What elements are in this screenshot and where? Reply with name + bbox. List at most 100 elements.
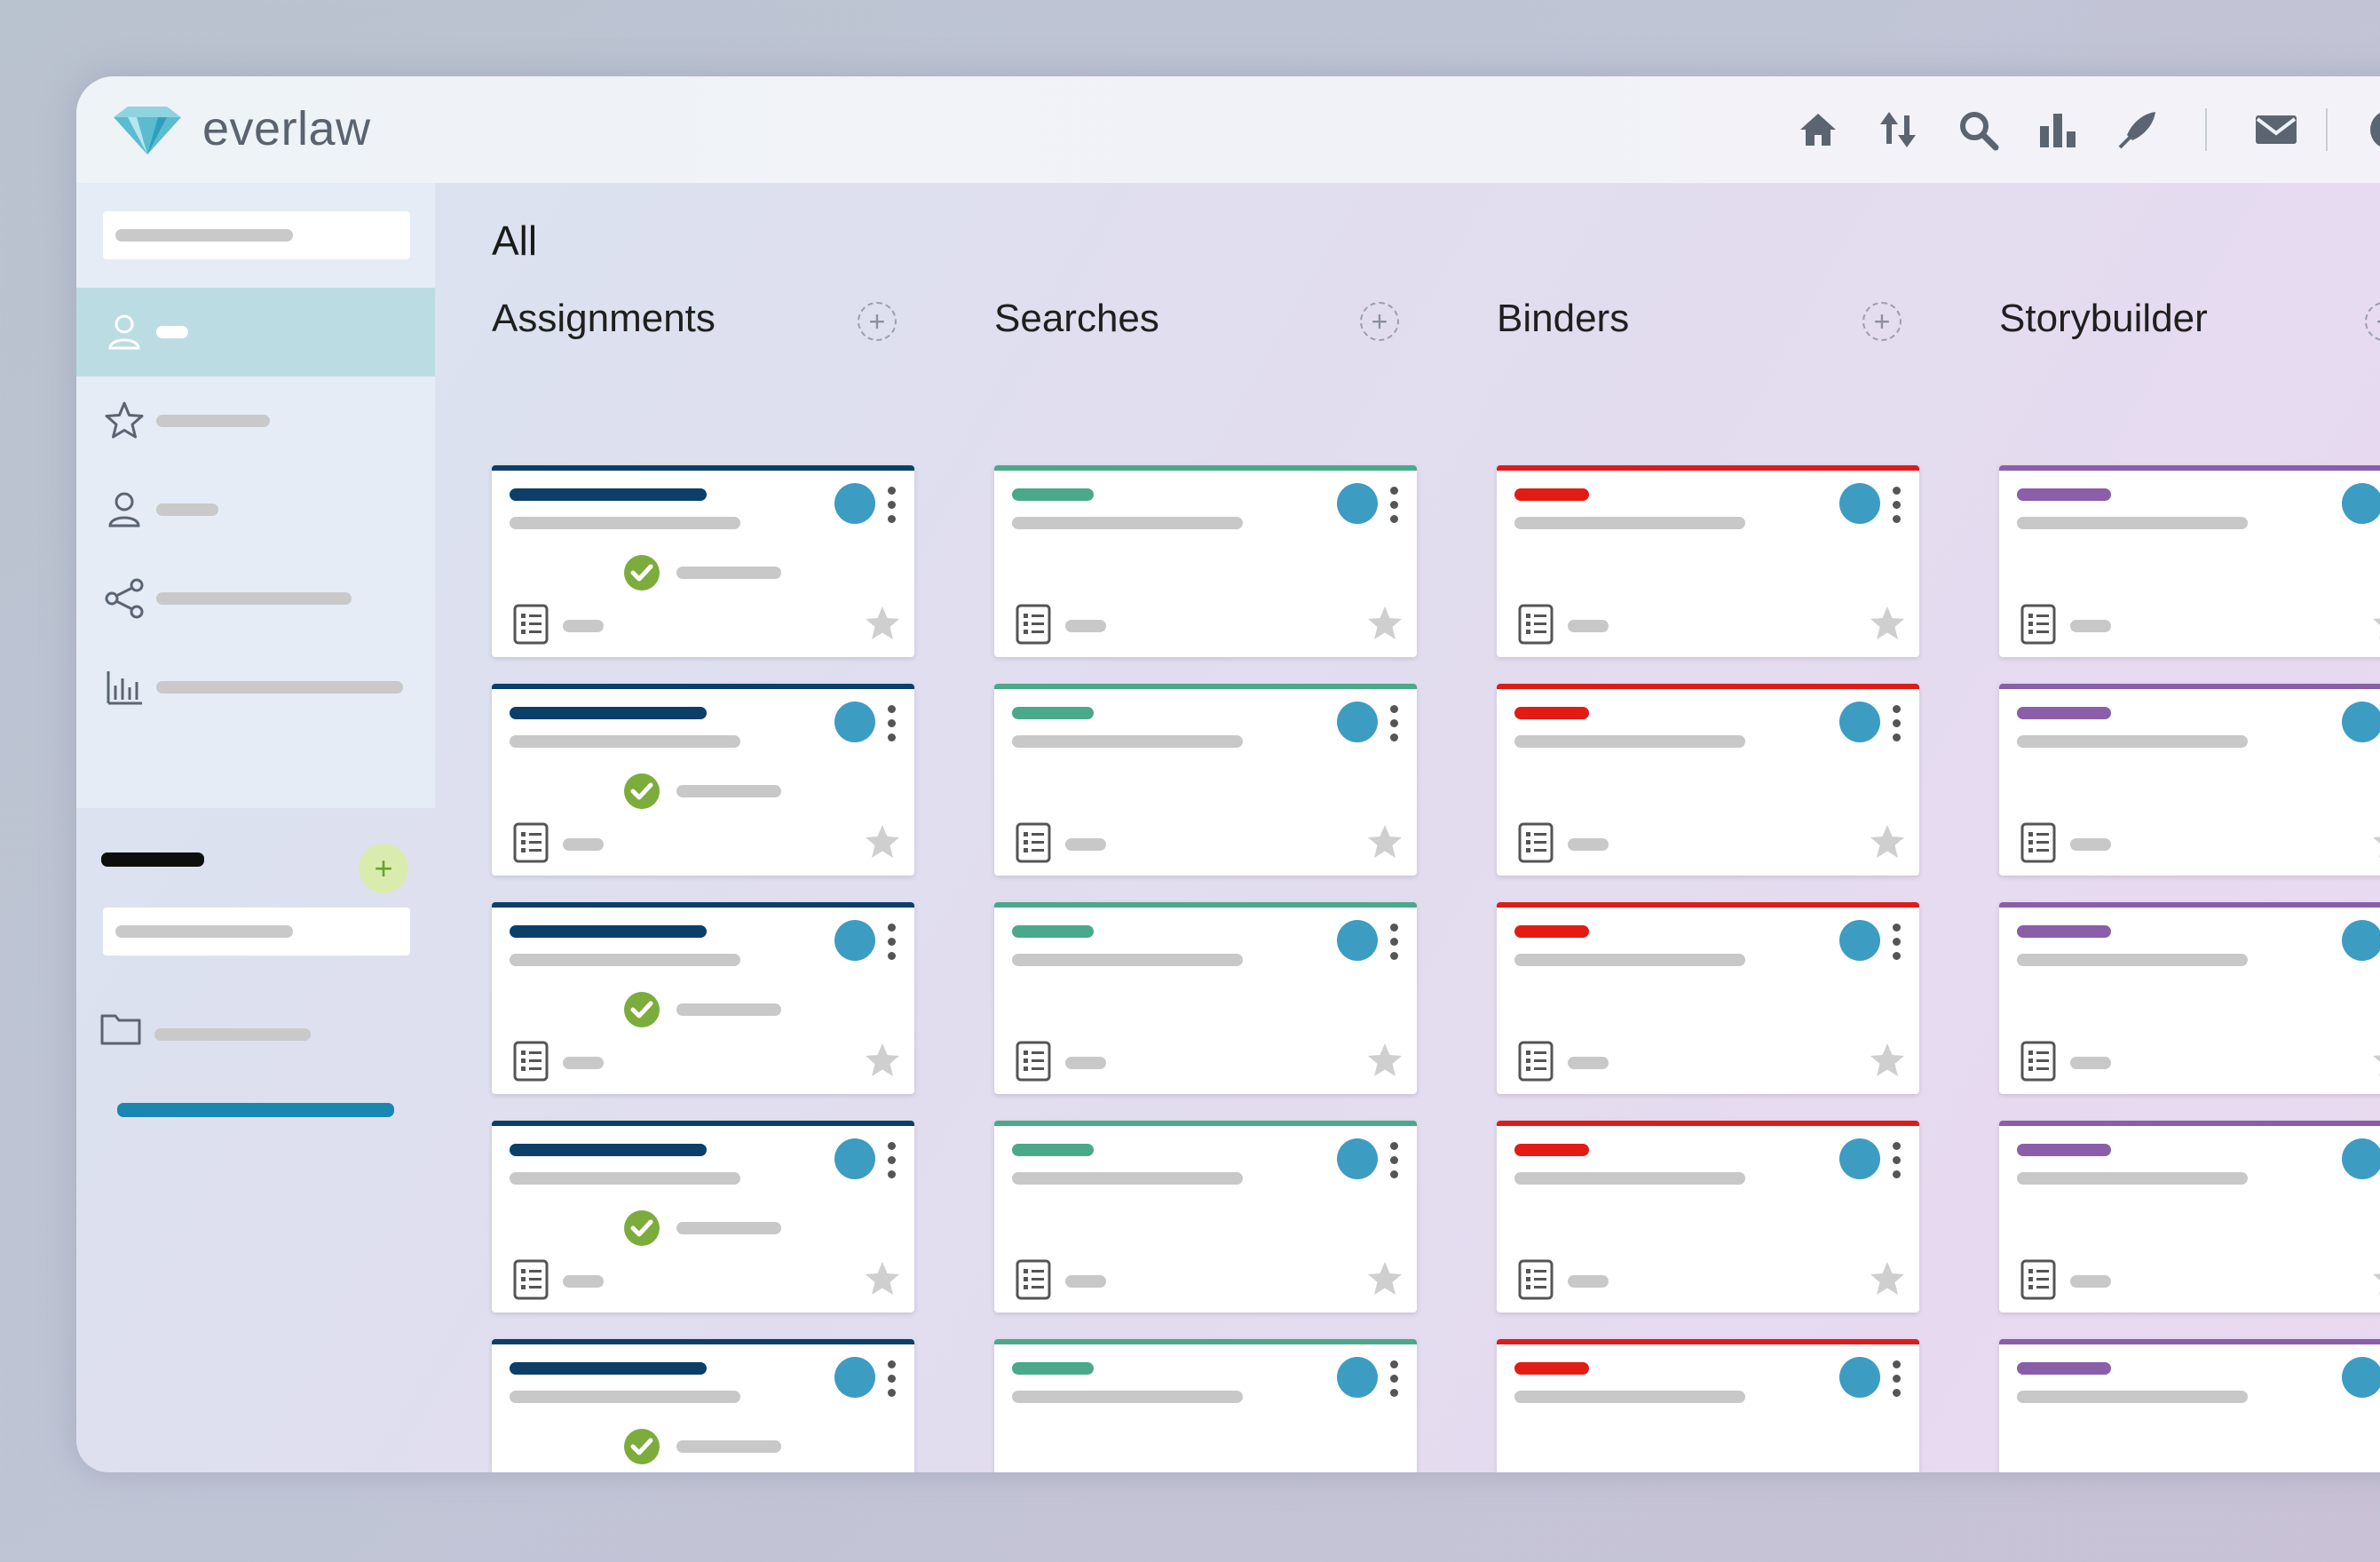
card[interactable]	[1999, 902, 2380, 1094]
sidebar-search-input[interactable]	[103, 211, 410, 259]
add-column-item-button[interactable]: +	[1360, 302, 1399, 341]
card[interactable]	[1497, 902, 1919, 1094]
card[interactable]	[1497, 1339, 1919, 1472]
card-title[interactable]	[1012, 488, 1094, 501]
add-column-item-button[interactable]: +	[2365, 302, 2380, 341]
card[interactable]	[1999, 1121, 2380, 1312]
add-column-item-button[interactable]: +	[1862, 302, 1902, 341]
sidebar-item-favorites[interactable]	[76, 377, 435, 465]
card[interactable]	[994, 902, 1417, 1094]
more-options-icon[interactable]	[1390, 1360, 1399, 1399]
star-icon[interactable]	[1365, 1041, 1404, 1080]
owner-avatar[interactable]	[1839, 920, 1880, 961]
card[interactable]	[1497, 684, 1919, 876]
star-icon[interactable]	[1365, 604, 1404, 643]
more-options-icon[interactable]	[888, 924, 897, 963]
star-icon[interactable]	[1365, 1259, 1404, 1298]
help-icon[interactable]: ?	[2363, 103, 2380, 156]
sidebar-item-owned[interactable]	[76, 465, 435, 554]
sidebar-item-reports[interactable]	[76, 643, 435, 732]
star-icon[interactable]	[2370, 1041, 2380, 1080]
search-icon[interactable]	[1951, 103, 2004, 156]
card[interactable]	[994, 465, 1417, 657]
everlaw-logo-icon[interactable]	[110, 105, 185, 156]
more-options-icon[interactable]	[1893, 1142, 1902, 1181]
card-title[interactable]	[2017, 1362, 2111, 1375]
more-options-icon[interactable]	[888, 1142, 897, 1181]
card-title[interactable]	[1514, 925, 1589, 938]
analytics-icon[interactable]	[2031, 103, 2084, 156]
card-title[interactable]	[1514, 1144, 1589, 1156]
card[interactable]	[1999, 1339, 2380, 1472]
owner-avatar[interactable]	[1337, 1138, 1378, 1179]
card[interactable]	[1497, 1121, 1919, 1312]
owner-avatar[interactable]	[834, 702, 875, 742]
card-title[interactable]	[2017, 925, 2111, 938]
owner-avatar[interactable]	[1839, 1357, 1880, 1398]
card-title[interactable]	[2017, 1144, 2111, 1156]
more-options-icon[interactable]	[888, 487, 897, 526]
owner-avatar[interactable]	[1337, 920, 1378, 961]
owner-avatar[interactable]	[1337, 483, 1378, 524]
more-options-icon[interactable]	[1390, 1142, 1399, 1181]
card-title[interactable]	[1012, 707, 1094, 719]
transfer-icon[interactable]	[1871, 103, 1925, 156]
card-title[interactable]	[1514, 1362, 1589, 1375]
owner-avatar[interactable]	[1337, 702, 1378, 742]
card[interactable]	[994, 684, 1417, 876]
owner-avatar[interactable]	[834, 483, 875, 524]
more-options-icon[interactable]	[888, 1360, 897, 1399]
card[interactable]	[994, 1121, 1417, 1312]
owner-avatar[interactable]	[2342, 702, 2380, 742]
owner-avatar[interactable]	[1839, 1138, 1880, 1179]
card-title[interactable]	[2017, 707, 2111, 719]
card[interactable]	[492, 465, 914, 657]
star-icon[interactable]	[1365, 822, 1404, 861]
owner-avatar[interactable]	[2342, 1138, 2380, 1179]
star-icon[interactable]	[1868, 604, 1907, 643]
star-icon[interactable]	[863, 822, 902, 861]
more-options-icon[interactable]	[1893, 487, 1902, 526]
owner-avatar[interactable]	[834, 1138, 875, 1179]
card-title[interactable]	[1012, 925, 1094, 938]
star-icon[interactable]	[863, 1041, 902, 1080]
owner-avatar[interactable]	[1337, 1357, 1378, 1398]
more-options-icon[interactable]	[1893, 1360, 1902, 1399]
card[interactable]	[492, 1121, 914, 1312]
add-folder-button[interactable]: +	[359, 844, 408, 893]
more-options-icon[interactable]	[1390, 487, 1399, 526]
sidebar-item-mine[interactable]	[76, 288, 435, 377]
card[interactable]	[492, 684, 914, 876]
card[interactable]	[994, 1339, 1417, 1472]
star-icon[interactable]	[863, 604, 902, 643]
card-title[interactable]	[1514, 488, 1589, 501]
card[interactable]	[492, 1339, 914, 1472]
star-icon[interactable]	[1868, 1041, 1907, 1080]
home-icon[interactable]	[1791, 103, 1845, 156]
card-title[interactable]	[510, 488, 707, 501]
card[interactable]	[1999, 465, 2380, 657]
card-title[interactable]	[510, 925, 707, 938]
star-icon[interactable]	[2370, 1259, 2380, 1298]
owner-avatar[interactable]	[1839, 483, 1880, 524]
card-title[interactable]	[510, 707, 707, 719]
owner-avatar[interactable]	[2342, 483, 2380, 524]
star-icon[interactable]	[863, 1259, 902, 1298]
owner-avatar[interactable]	[2342, 920, 2380, 961]
owner-avatar[interactable]	[1839, 702, 1880, 742]
folder-icon[interactable]	[99, 1011, 142, 1046]
folder-label[interactable]	[154, 1028, 311, 1041]
card-title[interactable]	[1012, 1144, 1094, 1156]
card-title[interactable]	[510, 1144, 707, 1156]
mail-icon[interactable]	[2250, 103, 2303, 156]
star-icon[interactable]	[2370, 822, 2380, 861]
owner-avatar[interactable]	[2342, 1357, 2380, 1398]
add-column-item-button[interactable]: +	[858, 302, 897, 341]
more-options-icon[interactable]	[1893, 705, 1902, 744]
more-options-icon[interactable]	[1390, 705, 1399, 744]
owner-avatar[interactable]	[834, 1357, 875, 1398]
folder-search-input[interactable]	[103, 908, 410, 955]
pen-icon[interactable]	[2111, 103, 2164, 156]
star-icon[interactable]	[1868, 1259, 1907, 1298]
more-options-icon[interactable]	[1893, 924, 1902, 963]
